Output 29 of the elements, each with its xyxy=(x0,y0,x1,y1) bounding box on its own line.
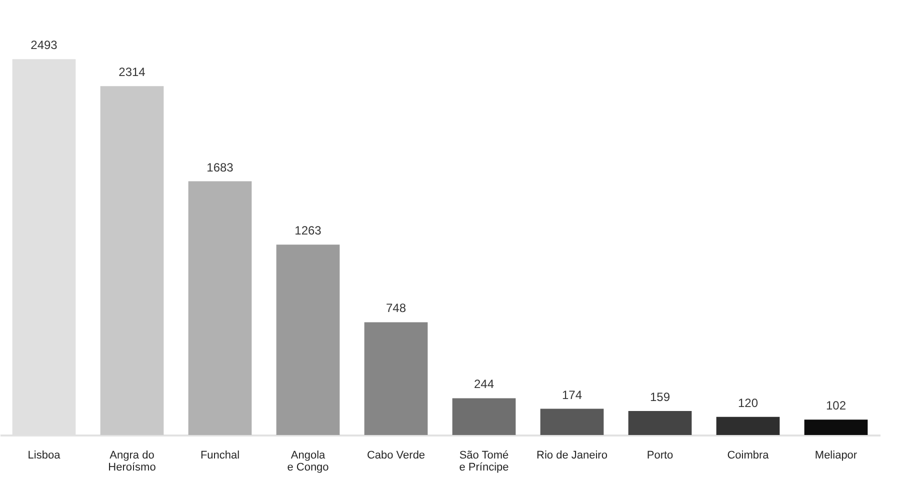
x-tick-label: Angra do Heroísmo xyxy=(108,450,156,474)
x-tick-label: Meliapor xyxy=(814,450,858,462)
data-label: 102 xyxy=(826,398,846,413)
data-label: 748 xyxy=(386,301,406,316)
bar xyxy=(276,244,340,435)
x-tick-label: Coimbra xyxy=(727,450,770,462)
x-tick-label: Funchal xyxy=(200,450,240,462)
x-tick-label: Porto xyxy=(646,450,674,462)
data-label: 2493 xyxy=(30,38,58,52)
data-label: 174 xyxy=(562,388,582,402)
bar xyxy=(804,420,868,435)
x-tick-label: Angola e Congo xyxy=(287,450,329,474)
bar xyxy=(452,398,516,435)
x-tick-label: Rio de Janeiro xyxy=(536,450,608,462)
data-label: 2314 xyxy=(118,65,146,80)
bar xyxy=(540,408,604,435)
data-label: 244 xyxy=(474,377,494,392)
data-label: 159 xyxy=(650,390,670,404)
data-label: 1263 xyxy=(294,224,322,238)
bar xyxy=(188,181,252,435)
x-tick-label: Cabo Verde xyxy=(366,450,426,462)
data-label: 120 xyxy=(738,396,758,410)
data-label: 1683 xyxy=(206,160,234,174)
bar xyxy=(628,411,692,435)
bar xyxy=(364,322,428,435)
x-tick-label: São Tomé e Príncipe xyxy=(459,450,509,474)
bar xyxy=(716,416,780,435)
bar xyxy=(100,86,164,435)
x-tick-label: Lisboa xyxy=(28,450,62,462)
